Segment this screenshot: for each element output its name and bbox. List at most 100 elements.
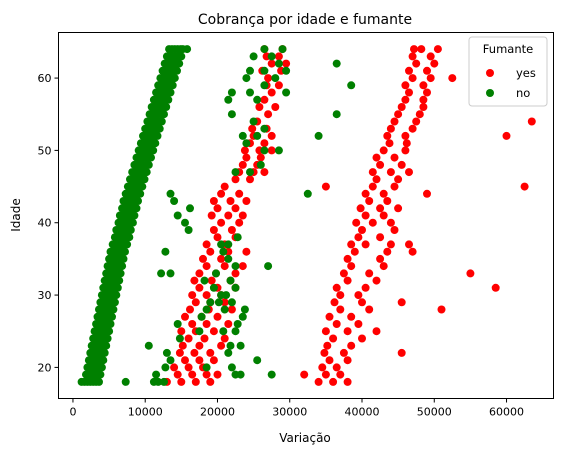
data-point-yes bbox=[202, 240, 211, 249]
data-point-yes bbox=[520, 182, 529, 191]
data-point-yes bbox=[217, 254, 226, 263]
data-point-yes bbox=[397, 348, 406, 357]
data-point-no bbox=[347, 81, 356, 90]
data-point-no bbox=[264, 262, 273, 271]
x-tick-label: 0 bbox=[69, 406, 76, 419]
data-point-no bbox=[184, 226, 193, 234]
data-point-yes bbox=[217, 189, 226, 198]
data-point-yes bbox=[426, 52, 435, 61]
data-point-yes bbox=[437, 305, 446, 314]
data-point-yes bbox=[184, 334, 193, 343]
data-point-yes bbox=[386, 168, 395, 177]
legend-marker-no bbox=[486, 89, 494, 97]
data-point-no bbox=[224, 348, 233, 357]
data-point-yes bbox=[190, 276, 199, 285]
data-point-no bbox=[170, 74, 179, 83]
data-point-yes bbox=[358, 298, 366, 307]
data-point-no bbox=[177, 52, 186, 61]
data-point-yes bbox=[224, 211, 233, 220]
series-no bbox=[77, 45, 356, 386]
data-point-no bbox=[123, 240, 132, 249]
data-point-yes bbox=[320, 348, 329, 357]
data-point-yes bbox=[202, 320, 211, 328]
data-point-yes bbox=[282, 59, 291, 68]
data-point-yes bbox=[385, 139, 394, 148]
x-tick-label: 10000 bbox=[128, 406, 163, 419]
data-point-yes bbox=[527, 117, 536, 126]
data-point-yes bbox=[343, 356, 352, 365]
data-point-yes bbox=[330, 298, 339, 307]
data-point-yes bbox=[405, 88, 413, 97]
data-point-no bbox=[108, 312, 116, 321]
chart-title: Cobrança por idade e fumante bbox=[198, 12, 412, 28]
data-point-yes bbox=[405, 240, 413, 249]
data-point-no bbox=[152, 370, 161, 379]
data-point-no bbox=[236, 341, 245, 350]
data-point-yes bbox=[255, 103, 264, 111]
data-point-no bbox=[282, 66, 291, 75]
data-point-yes bbox=[339, 348, 348, 357]
data-point-yes bbox=[181, 312, 189, 321]
data-point-yes bbox=[365, 197, 374, 205]
data-point-no bbox=[231, 262, 240, 271]
data-point-yes bbox=[372, 327, 381, 336]
data-point-yes bbox=[202, 370, 211, 379]
data-point-yes bbox=[267, 88, 276, 97]
data-point-yes bbox=[390, 182, 399, 191]
data-point-no bbox=[118, 262, 127, 271]
data-point-yes bbox=[390, 153, 399, 162]
data-point-no bbox=[253, 95, 262, 104]
data-point-yes bbox=[173, 370, 182, 379]
data-point-yes bbox=[260, 139, 269, 148]
data-point-yes bbox=[178, 341, 187, 350]
data-point-yes bbox=[206, 348, 215, 357]
data-point-no bbox=[278, 45, 287, 54]
data-point-no bbox=[236, 370, 245, 379]
data-point-yes bbox=[184, 363, 193, 372]
data-point-yes bbox=[347, 341, 356, 350]
data-point-yes bbox=[325, 356, 334, 365]
data-point-yes bbox=[347, 240, 356, 249]
data-point-yes bbox=[350, 247, 359, 256]
data-point-no bbox=[170, 197, 179, 205]
data-point-yes bbox=[235, 218, 244, 227]
data-point-yes bbox=[238, 262, 247, 271]
data-point-no bbox=[162, 348, 171, 357]
data-point-no bbox=[260, 81, 269, 90]
data-point-yes bbox=[181, 356, 189, 365]
data-point-no bbox=[206, 298, 215, 307]
y-tick-label: 20 bbox=[38, 361, 52, 374]
data-point-no bbox=[183, 45, 192, 54]
data-point-yes bbox=[274, 81, 283, 90]
data-point-yes bbox=[361, 283, 370, 292]
data-point-yes bbox=[207, 211, 216, 220]
data-point-yes bbox=[368, 218, 377, 227]
data-point-yes bbox=[202, 291, 211, 300]
data-point-yes bbox=[352, 218, 361, 227]
data-point-no bbox=[168, 81, 177, 90]
data-point-yes bbox=[361, 211, 370, 220]
data-point-yes bbox=[235, 189, 244, 198]
data-point-no bbox=[181, 218, 189, 227]
data-point-no bbox=[116, 269, 125, 278]
data-point-no bbox=[246, 66, 254, 75]
data-point-no bbox=[267, 52, 276, 61]
data-point-no bbox=[242, 74, 251, 83]
data-point-yes bbox=[354, 233, 363, 242]
data-point-no bbox=[125, 233, 134, 242]
data-point-no bbox=[222, 291, 231, 300]
legend-box bbox=[468, 36, 548, 107]
data-point-no bbox=[233, 320, 242, 328]
data-point-no bbox=[249, 117, 258, 126]
data-point-no bbox=[253, 131, 262, 140]
data-point-yes bbox=[224, 320, 233, 328]
data-point-yes bbox=[410, 45, 418, 54]
data-point-yes bbox=[332, 320, 341, 328]
data-point-yes bbox=[412, 117, 421, 126]
data-point-yes bbox=[419, 103, 428, 111]
x-axis-label: Variação bbox=[279, 431, 331, 445]
data-point-yes bbox=[321, 327, 330, 336]
legend: Fumante yes no bbox=[468, 36, 548, 107]
data-point-yes bbox=[213, 233, 222, 242]
data-point-yes bbox=[329, 334, 338, 343]
